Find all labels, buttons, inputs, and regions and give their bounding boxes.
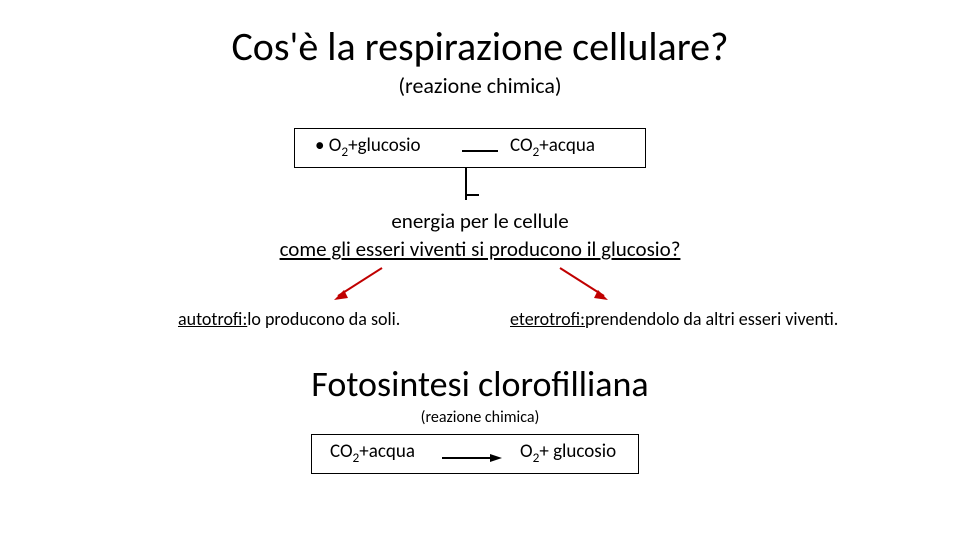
reaction2-arrow-icon: [442, 454, 502, 462]
reaction2-products: O2+ glucosio: [520, 440, 616, 466]
eterotrofi-desc: prendendolo da altri esseri viventi.: [585, 308, 838, 330]
reaction1-arrow-icon: [462, 150, 498, 152]
autotrofi-label: autotrofi:: [178, 308, 247, 330]
eterotrofi-text: eterotrofi:prendendolo da altri esseri v…: [510, 308, 838, 330]
question-label: come gli esseri viventi si producono il …: [0, 236, 960, 262]
secondary-title: Fotosintesi clorofilliana: [0, 362, 960, 406]
autotrofi-text: autotrofi:lo producono da soli.: [178, 308, 400, 330]
energia-label: energia per le cellule: [0, 208, 960, 234]
secondary-subtitle: (reazione chimica): [0, 408, 960, 427]
main-title: Cos'è la respirazione cellulare?: [0, 22, 960, 71]
main-subtitle: (reazione chimica): [0, 72, 960, 99]
co-symbol: CO: [510, 134, 533, 157]
o-symbol: O: [329, 134, 342, 157]
diagonal-arrow-left-icon: [330, 266, 386, 304]
autotrofi-desc: lo producono da soli.: [247, 308, 400, 330]
reaction1-products: CO2+acqua: [510, 134, 595, 160]
plus-glucosio: +glucosio: [348, 134, 420, 157]
bullet: •: [315, 134, 324, 157]
reaction2-reactants: CO2+acqua: [330, 440, 415, 466]
plus-acqua-2: +acqua: [359, 440, 415, 463]
down-arrow-icon: [465, 168, 467, 200]
reaction1-reactants: • O2+glucosio: [315, 134, 421, 160]
o-symbol-2: O: [520, 440, 533, 463]
eterotrofi-label: eterotrofi:: [510, 308, 585, 330]
plus-glucosio-2: + glucosio: [539, 440, 616, 463]
diagonal-arrow-right-icon: [556, 266, 612, 304]
plus-acqua: +acqua: [539, 134, 595, 157]
co-symbol-2: CO: [330, 440, 353, 463]
